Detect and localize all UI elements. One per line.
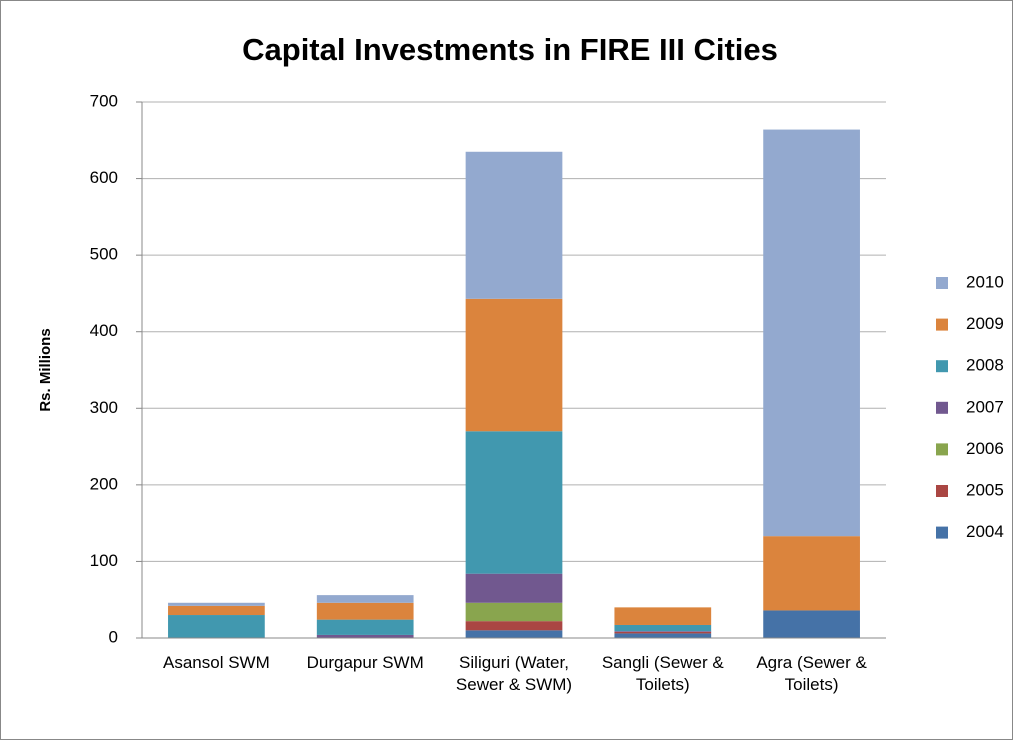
bar-segment [465, 298, 563, 432]
bar-segment [614, 624, 712, 632]
y-axis-label: Rs. Millions [37, 328, 54, 411]
legend-swatch [936, 277, 948, 289]
bar-segment [614, 633, 712, 638]
legend-label: 2005 [966, 480, 1004, 499]
bar-segment [465, 621, 563, 631]
bar-segment [763, 536, 860, 611]
bar-segment [168, 602, 265, 606]
bar-segment [465, 602, 563, 622]
legend-label: 2004 [966, 522, 1004, 541]
legend-label: 2010 [966, 272, 1004, 291]
y-tick-label: 400 [90, 321, 118, 340]
legend-swatch [936, 318, 948, 331]
legend-label: 2006 [966, 439, 1004, 458]
x-tick-label: Durgapur SWM [306, 653, 424, 672]
bar-segment [168, 605, 265, 616]
bar-segment [316, 634, 414, 638]
bar-segment [763, 610, 860, 638]
bar-segment [763, 129, 860, 537]
legend-swatch [936, 401, 948, 414]
bar-segment [316, 595, 414, 603]
y-tick-label: 600 [90, 168, 118, 187]
legend-label: 2008 [966, 356, 1004, 375]
bar-segment [614, 631, 712, 634]
bar-segment [614, 631, 712, 632]
bar-segment [168, 615, 265, 638]
legend-label: 2009 [966, 314, 1004, 333]
legend-swatch [936, 485, 948, 497]
x-tick-label: Sangli (Sewer & Toilets) [601, 653, 724, 694]
legend-swatch [936, 360, 948, 373]
legend-swatch [936, 443, 948, 456]
y-tick-label: 200 [90, 474, 118, 493]
y-tick-label: 300 [90, 398, 118, 417]
legend-label: 2007 [966, 397, 1004, 416]
y-tick-label: 500 [90, 245, 118, 264]
x-tick-label: Asansol SWM [163, 653, 270, 672]
x-tick-label: Agra (Sewer & Toilets) [756, 653, 867, 694]
bar-segment [465, 630, 563, 638]
y-tick-label: 700 [90, 91, 118, 110]
x-tick-label: Siliguri (Water, Sewer & SWM) [455, 653, 573, 694]
bar-segment [316, 619, 414, 635]
y-tick-label: 0 [109, 627, 118, 646]
chart-title: Capital Investments in FIRE III Cities [242, 32, 778, 67]
y-tick-label: 100 [90, 551, 118, 570]
bar-segment [614, 607, 712, 625]
bar-segment [465, 431, 563, 574]
legend-swatch [936, 526, 948, 539]
bar-segment [465, 151, 563, 299]
bar-segment [465, 573, 563, 603]
bar-segment [316, 602, 414, 620]
